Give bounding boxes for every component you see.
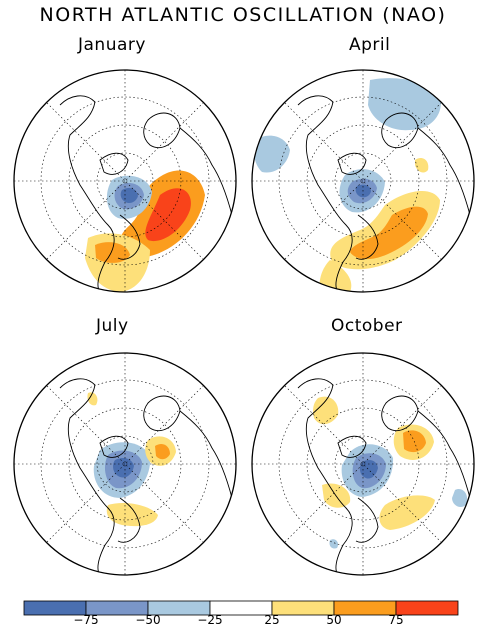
map-january	[13, 69, 237, 293]
figure-title: NORTH ATLANTIC OSCILLATION (NAO)	[39, 4, 447, 26]
colorbar-tick-label: −25	[197, 613, 223, 627]
panel-label-october: October	[331, 316, 403, 336]
panel-label-april: April	[349, 35, 391, 55]
panel-label-july: July	[96, 316, 129, 336]
colorbar-tick-label: −50	[135, 613, 161, 627]
colorbar-tick-label: 50	[326, 613, 342, 627]
map-october	[251, 352, 475, 576]
colorbar-tick-label: −75	[73, 613, 99, 627]
panel-label-january: January	[78, 35, 146, 55]
colorbar-swatch-6	[395, 600, 459, 616]
colorbar-tick-label: 25	[264, 613, 280, 627]
map-april	[251, 69, 475, 293]
map-july	[13, 352, 237, 576]
colorbar-tick-label: 75	[388, 613, 404, 627]
colorbar	[23, 600, 459, 616]
